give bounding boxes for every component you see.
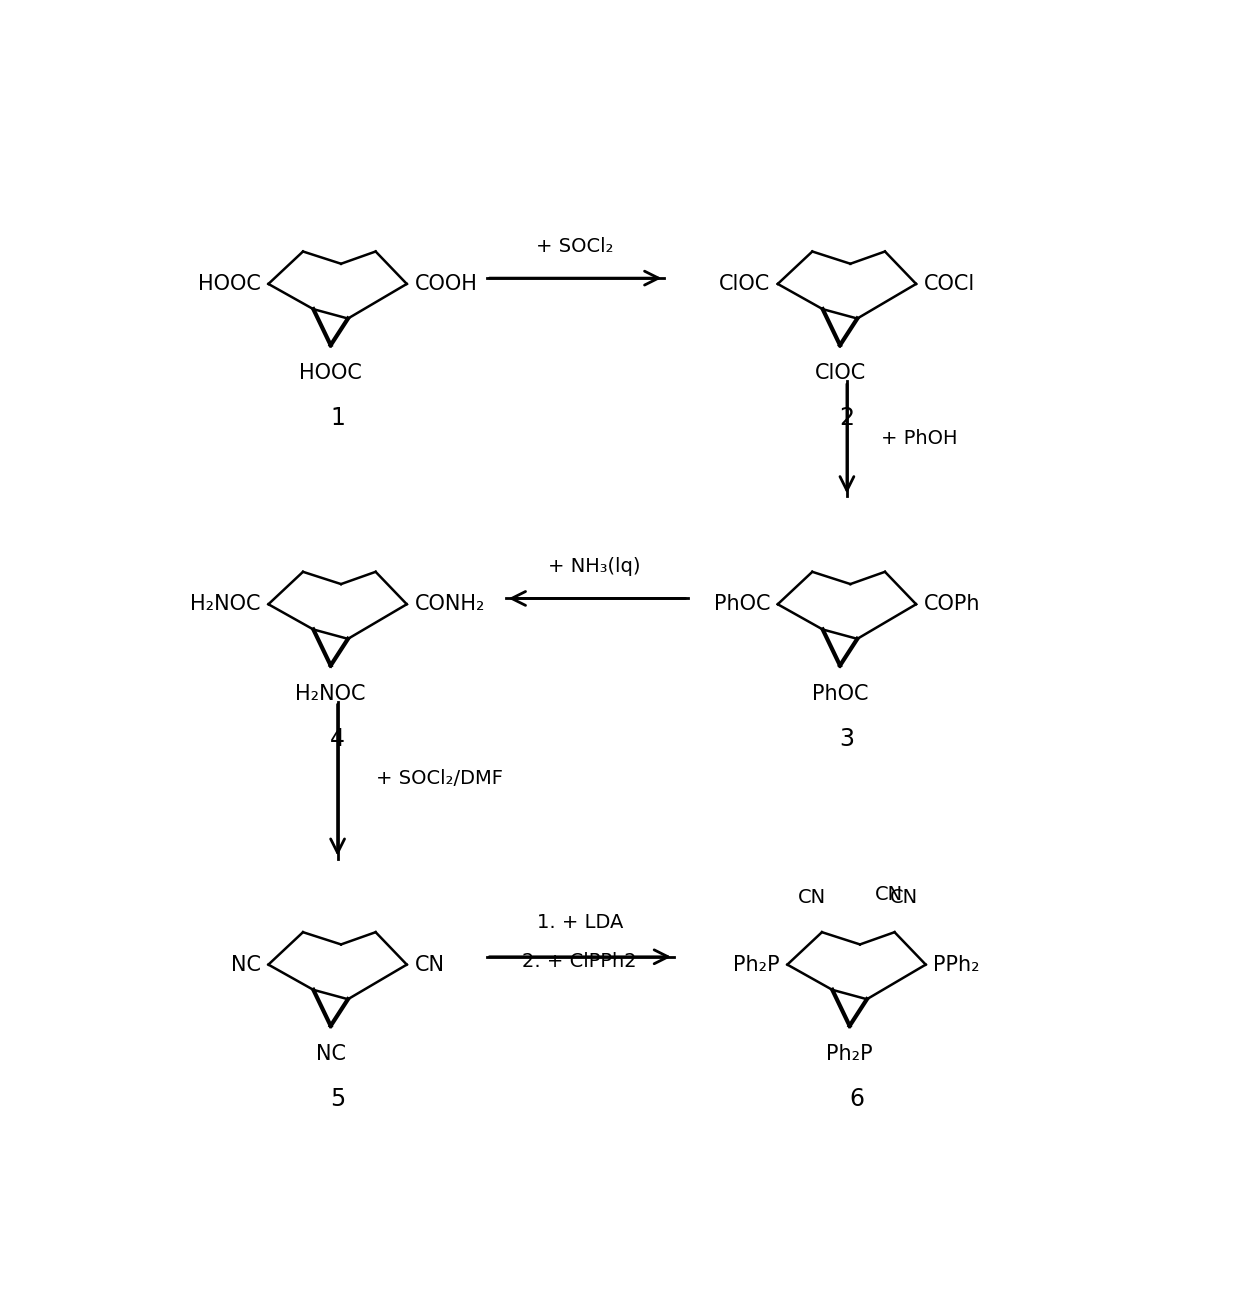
Text: PPh₂: PPh₂ <box>934 954 980 975</box>
Text: CN: CN <box>799 888 826 907</box>
Text: + SOCl₂/DMF: + SOCl₂/DMF <box>376 770 503 788</box>
Text: H₂NOC: H₂NOC <box>295 684 366 703</box>
Text: 1. + LDA: 1. + LDA <box>537 913 622 932</box>
Text: 2: 2 <box>839 406 854 430</box>
Text: + NH₃(lq): + NH₃(lq) <box>548 558 640 576</box>
Text: + SOCl₂: + SOCl₂ <box>536 237 614 256</box>
Text: CN: CN <box>890 888 919 907</box>
Text: COOH: COOH <box>414 274 477 294</box>
Text: 2. + ClPPh2: 2. + ClPPh2 <box>522 952 637 971</box>
Text: 5: 5 <box>330 1087 345 1112</box>
Text: CN: CN <box>874 885 903 905</box>
Text: Ph₂P: Ph₂P <box>733 954 780 975</box>
Text: NC: NC <box>231 954 260 975</box>
Text: 3: 3 <box>839 727 854 750</box>
Text: PhOC: PhOC <box>812 684 868 703</box>
Text: NC: NC <box>316 1044 346 1063</box>
Text: COCl: COCl <box>924 274 975 294</box>
Text: HOOC: HOOC <box>299 363 362 384</box>
Text: ClOC: ClOC <box>815 363 866 384</box>
Text: CONH₂: CONH₂ <box>414 594 485 614</box>
Text: Ph₂P: Ph₂P <box>826 1044 873 1063</box>
Text: 6: 6 <box>849 1087 864 1112</box>
Text: PhOC: PhOC <box>713 594 770 614</box>
Text: COPh: COPh <box>924 594 981 614</box>
Text: 4: 4 <box>330 727 345 750</box>
Text: 1: 1 <box>330 406 345 430</box>
Text: H₂NOC: H₂NOC <box>190 594 260 614</box>
Text: CN: CN <box>414 954 444 975</box>
Text: HOOC: HOOC <box>198 274 260 294</box>
Text: ClOC: ClOC <box>719 274 770 294</box>
Text: + PhOH: + PhOH <box>880 429 957 447</box>
